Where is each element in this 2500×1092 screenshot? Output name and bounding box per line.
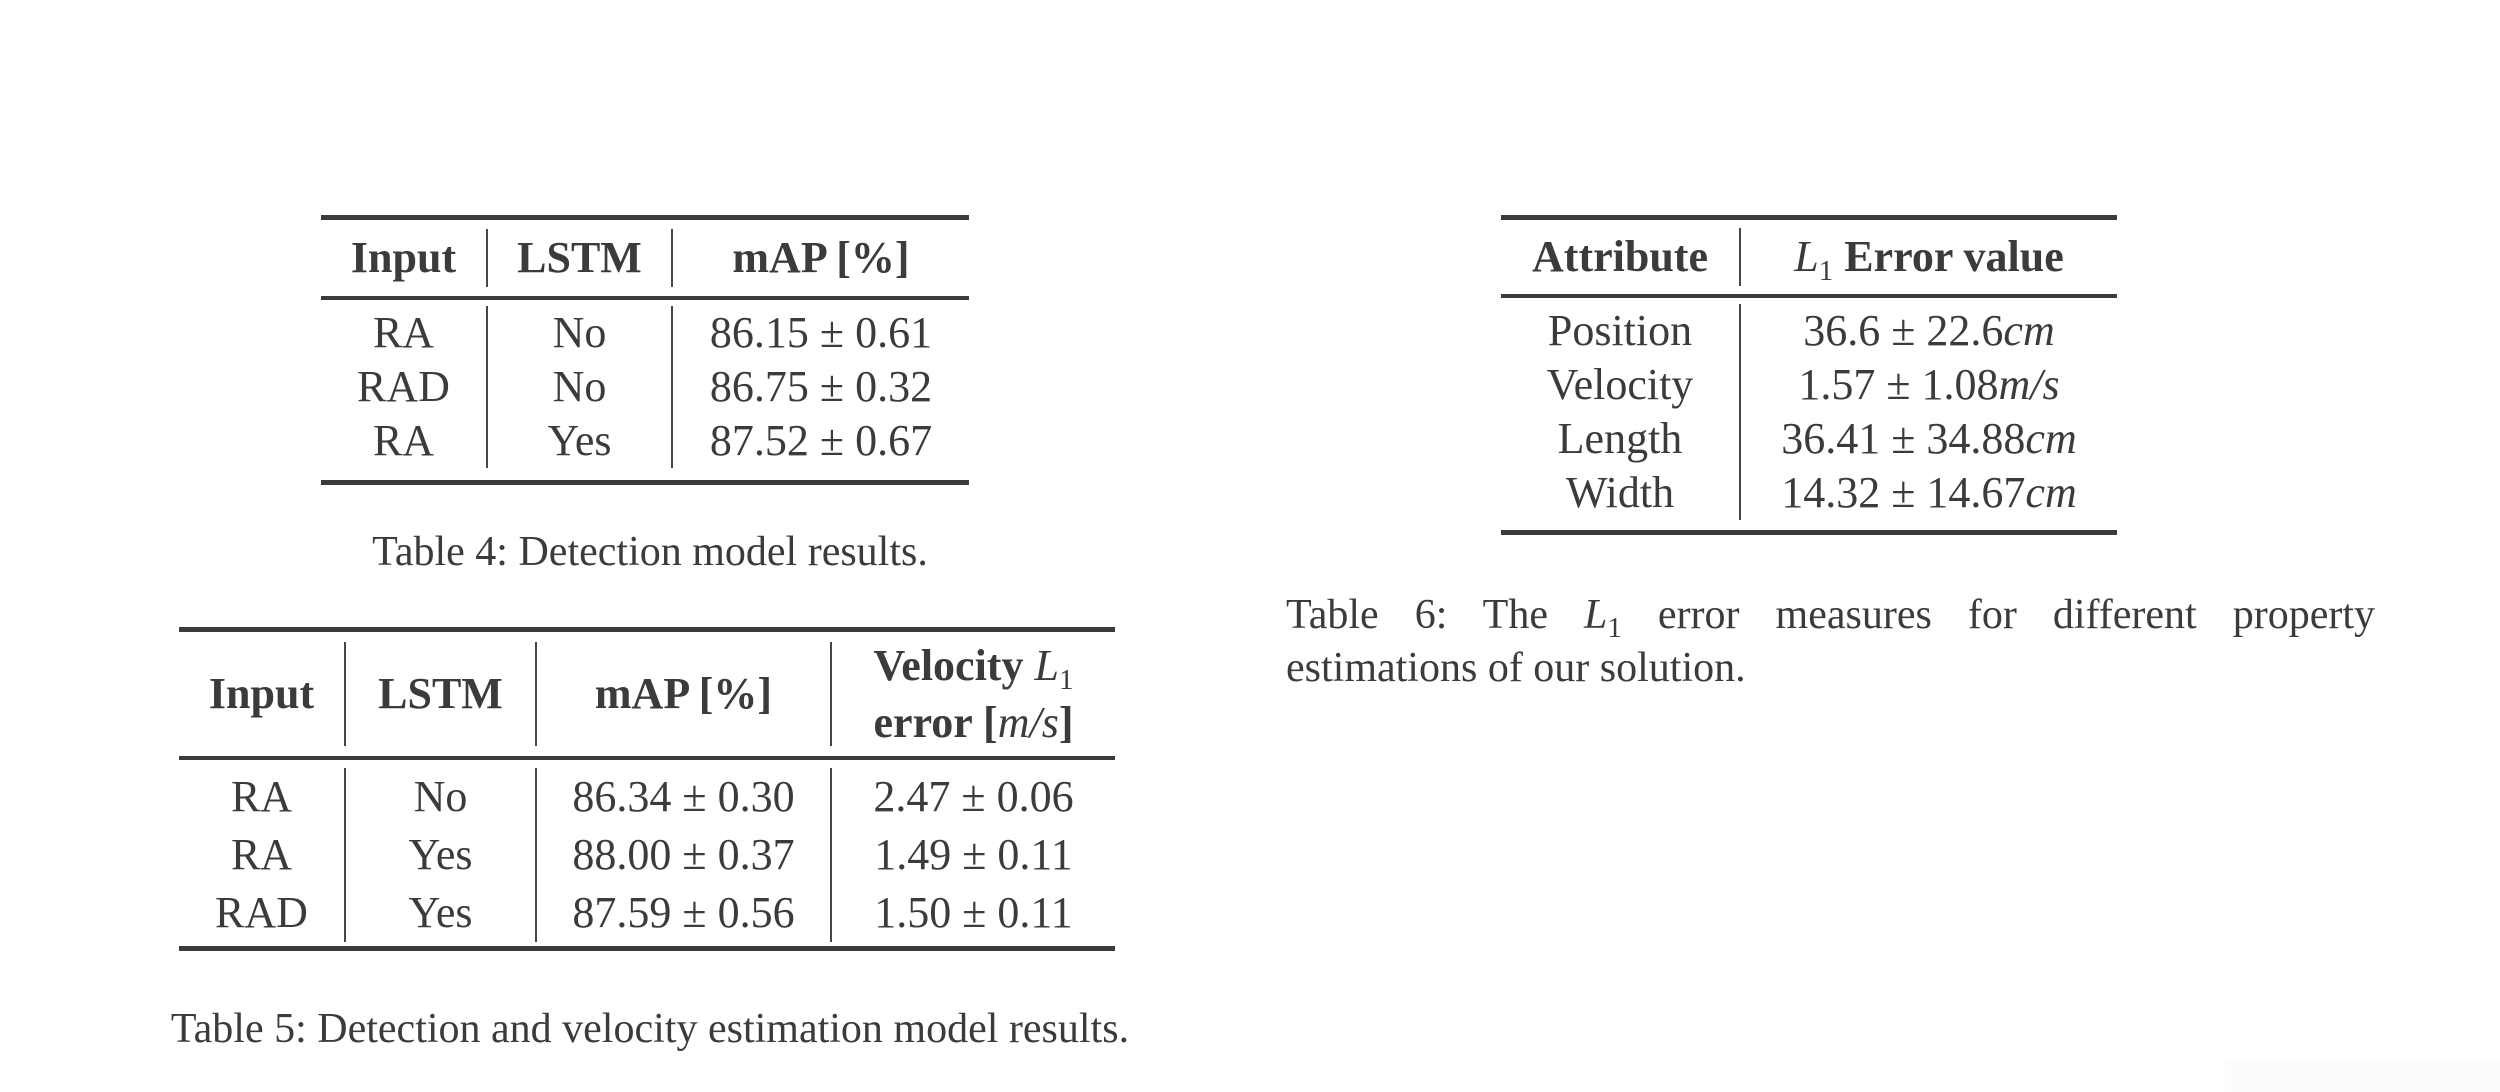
table-row: RA No 86.15 ± 0.61 [321, 306, 969, 360]
table-4-header-lstm: LSTM [486, 229, 671, 287]
table-5: Input LSTM mAP [%] Velocity L1 error [m/… [179, 627, 1115, 951]
table-6-caption-line1: Table 6: The L1 error measures for diffe… [1286, 591, 2375, 644]
table-4-cell-map: 86.15 ± 0.61 [671, 306, 969, 360]
table-6-cell-error: 36.41 ± 34.88cm [1739, 412, 2117, 466]
table-5-cell-input: RA [230, 771, 293, 821]
table-6-header-row: Attribute L1 Error value [1501, 220, 2117, 294]
table-6-caption: Table 6: The L1 error measures for diffe… [1286, 591, 2375, 693]
math-L-subscript: 1 [1607, 612, 1622, 644]
velocity-header-line1: Velocity L1 [874, 640, 1074, 697]
unit-label: m/s [1998, 359, 2060, 409]
velocity-header-line2: error [m/s] [874, 697, 1074, 749]
table-row: Position 36.6 ± 22.6cm [1501, 304, 2117, 358]
table-4-header-row: Input LSTM mAP [%] [321, 220, 969, 296]
table-row: RA Yes 87.52 ± 0.67 [321, 414, 969, 468]
table-4-cell-input: RAD [357, 361, 450, 411]
table-6-cell-attribute: Length [1557, 413, 1683, 463]
table-5-cell-input: RAD [215, 887, 308, 937]
table-5-header-velocity-error: Velocity L1 error [m/s] [830, 640, 1115, 749]
table-5-cell-lstm: Yes [344, 826, 535, 884]
math-L: L [1794, 231, 1819, 281]
table-4-cell-map: 86.75 ± 0.32 [671, 360, 969, 414]
unit-label: cm [2003, 305, 2055, 355]
table-5-cell-velocity-error: 1.50 ± 0.11 [830, 884, 1115, 942]
table-row: RAD Yes 87.59 ± 0.56 1.50 ± 0.11 [179, 884, 1115, 942]
table-4-header-map: mAP [%] [671, 229, 969, 287]
table-5-header-map: mAP [%] [535, 642, 830, 746]
bracket-close: ] [1058, 697, 1074, 747]
error-value: 14.32 ± 14.67 [1781, 467, 2026, 517]
table-6-cell-error: 14.32 ± 14.67cm [1739, 466, 2117, 520]
table-6-cell-attribute: Position [1547, 305, 1693, 355]
caption-text: error measures for different property [1621, 592, 2375, 638]
table-row: RA Yes 88.00 ± 0.37 1.49 ± 0.11 [179, 826, 1115, 884]
table-5-cell-map: 86.34 ± 0.30 [535, 768, 830, 826]
table-4: Input LSTM mAP [%] RA No 86.15 ± 0.61 RA… [321, 215, 969, 485]
table-6-cell-attribute: Width [1565, 467, 1675, 517]
table-row: RAD No 86.75 ± 0.32 [321, 360, 969, 414]
table-6-caption-line2: estimations of our solution. [1286, 645, 1746, 691]
table-4-caption: Table 4: Detection model results. [372, 529, 928, 575]
error-value: 36.41 ± 34.88 [1781, 413, 2026, 463]
error-value: 36.6 ± 22.6 [1803, 305, 2004, 355]
table-5-cell-input: RA [230, 829, 293, 879]
table-6-mid-rule [1501, 294, 2117, 298]
table-4-cell-lstm: Yes [486, 414, 671, 468]
table-5-cell-velocity-error: 1.49 ± 0.11 [830, 826, 1115, 884]
table-5-header-row: Input LSTM mAP [%] Velocity L1 error [m/… [179, 632, 1115, 756]
table-5-cell-map: 88.00 ± 0.37 [535, 826, 830, 884]
table-4-cell-lstm: No [486, 360, 671, 414]
table-row: Width 14.32 ± 14.67cm [1501, 466, 2117, 520]
table-5-cell-map: 87.59 ± 0.56 [535, 884, 830, 942]
table-4-cell-map: 87.52 ± 0.67 [671, 414, 969, 468]
math-L: L [1584, 592, 1608, 638]
velocity-label: Velocity [873, 640, 1035, 690]
window-edge-artifact [2225, 1058, 2500, 1092]
table-5-mid-rule [179, 756, 1115, 760]
table-4-top-rule [321, 215, 969, 220]
math-ms-unit: m/s [997, 697, 1059, 747]
math-L-subscript: 1 [1058, 663, 1074, 696]
table-6-header-attribute: Attribute [1532, 231, 1708, 281]
unit-label: cm [2025, 413, 2077, 463]
table-4-cell-lstm: No [486, 306, 671, 360]
table-4-header-input: Input [350, 232, 457, 282]
table-5-cell-lstm: No [344, 768, 535, 826]
math-L-subscript: 1 [1818, 254, 1834, 287]
table-4-cell-input: RA [372, 307, 435, 357]
table-5-cell-lstm: Yes [344, 884, 535, 942]
table-5-body: RA No 86.34 ± 0.30 2.47 ± 0.06 RA Yes 88… [179, 760, 1115, 946]
caption-text: Table 6: The [1286, 592, 1584, 638]
table-6-cell-error: 1.57 ± 1.08m/s [1739, 358, 2117, 412]
table-6: Attribute L1 Error value Position 36.6 ±… [1501, 215, 2117, 535]
math-L: L [1034, 640, 1059, 690]
error-label: error [ [873, 697, 998, 747]
table-6-cell-attribute: Velocity [1546, 359, 1694, 409]
table-row: Length 36.41 ± 34.88cm [1501, 412, 2117, 466]
table-4-mid-rule [321, 296, 969, 300]
table-5-header-input: Input [208, 668, 315, 718]
table-5-bottom-rule [179, 946, 1115, 951]
table-6-bottom-rule [1501, 530, 2117, 535]
table-row: RA No 86.34 ± 0.30 2.47 ± 0.06 [179, 768, 1115, 826]
table-5-header-lstm: LSTM [344, 642, 535, 746]
table-6-cell-error: 36.6 ± 22.6cm [1739, 304, 2117, 358]
table-6-body: Position 36.6 ± 22.6cm Velocity 1.57 ± 1… [1501, 298, 2117, 530]
unit-label: cm [2025, 467, 2077, 517]
table-5-top-rule [179, 627, 1115, 632]
table-4-bottom-rule [321, 480, 969, 485]
table-6-header-error-value: L1 Error value [1739, 228, 2117, 287]
error-value: 1.57 ± 1.08 [1798, 359, 1999, 409]
table-4-cell-input: RA [372, 415, 435, 465]
table-6-top-rule [1501, 215, 2117, 220]
error-value-label: Error value [1833, 231, 2064, 281]
table-5-cell-velocity-error: 2.47 ± 0.06 [830, 768, 1115, 826]
table-4-body: RA No 86.15 ± 0.61 RAD No 86.75 ± 0.32 R… [321, 300, 969, 480]
table-5-caption: Table 5: Detection and velocity estimati… [170, 1006, 1130, 1052]
table-row: Velocity 1.57 ± 1.08m/s [1501, 358, 2117, 412]
